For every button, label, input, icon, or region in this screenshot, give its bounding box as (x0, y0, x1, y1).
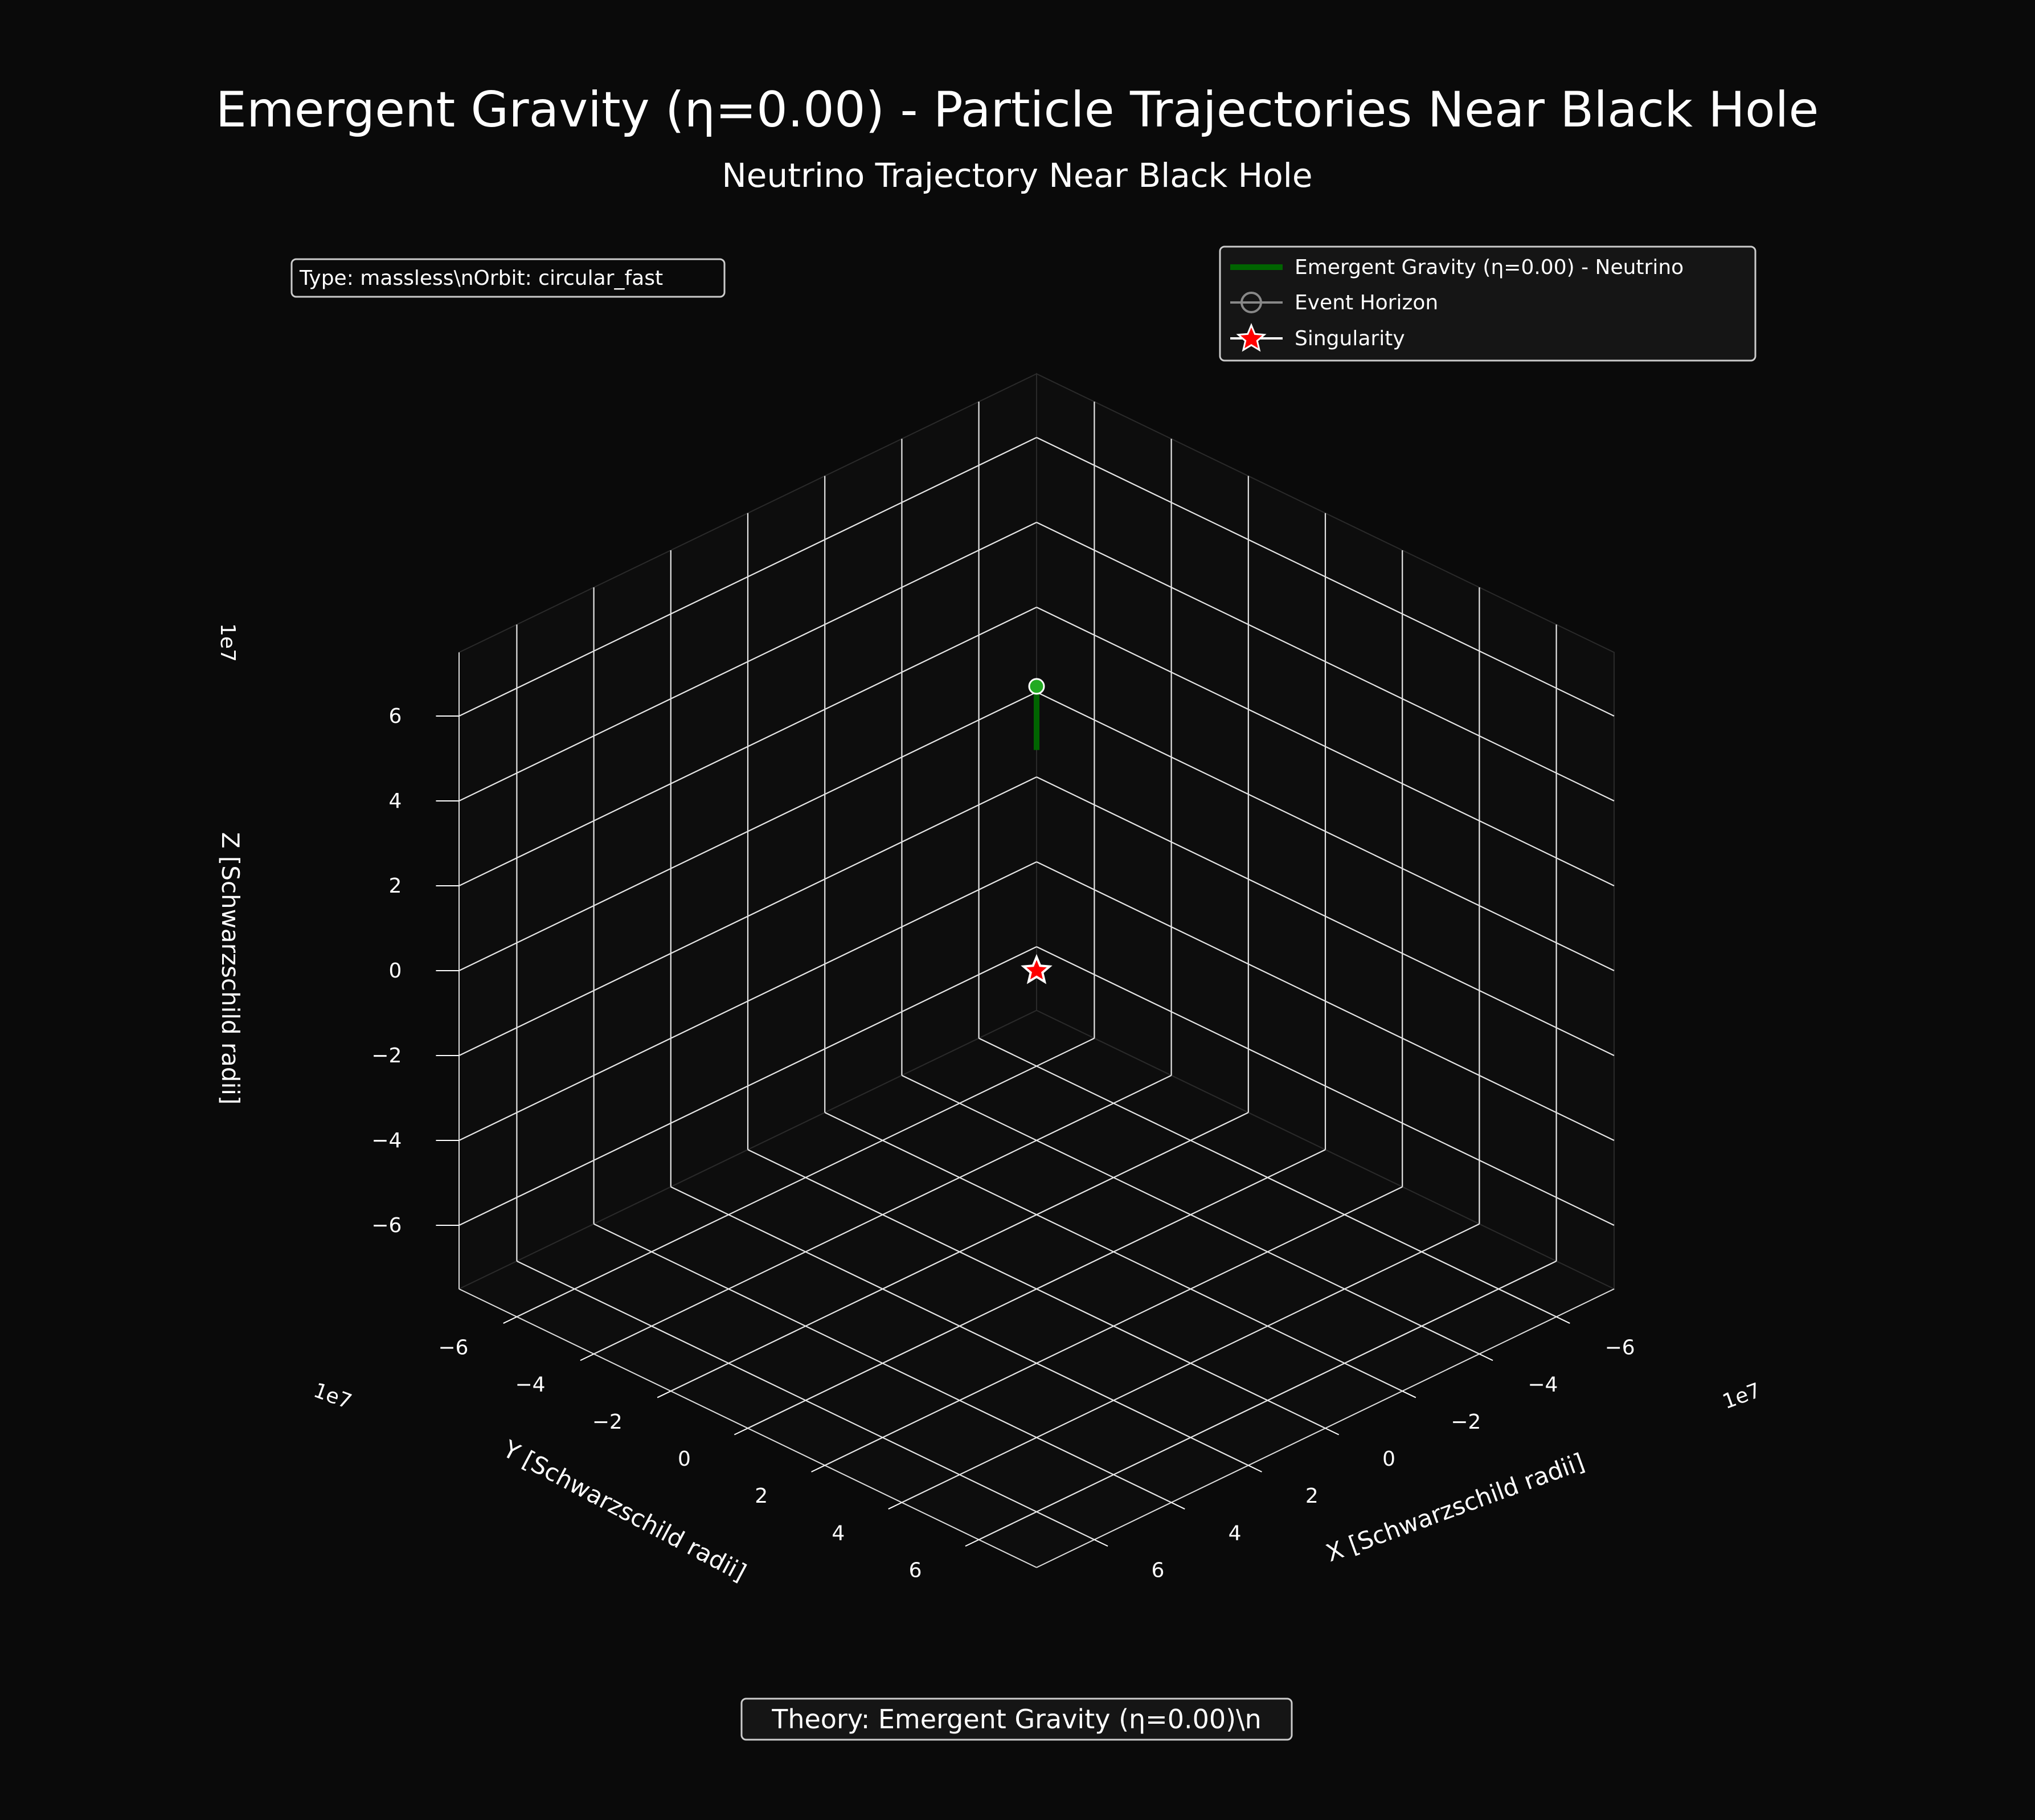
y-tick-mark (580, 1353, 595, 1361)
legend-item-neutrino: Emergent Gravity (η=0.00) - Neutrino (1295, 256, 1684, 279)
x-axis-label: X [Schwarzschild radii] (1322, 1448, 1588, 1568)
grid-line-z-left (458, 776, 1037, 1056)
legend-circle-marker-icon (1240, 292, 1262, 313)
x-tick-mark (1556, 1316, 1570, 1324)
x-tick-label: 0 (1382, 1447, 1395, 1471)
z-tick-label: −6 (371, 1214, 402, 1237)
grid-line-y-floor (747, 1149, 1326, 1429)
tick-labels: −6 −4 −2 0 2 4 6 −6 −4 −2 0 2 4 6 −6 −4 −2 0 2 4 6 (371, 705, 1635, 1582)
z-offset-label: 1e7 (216, 623, 239, 662)
x-tick-label: −4 (1528, 1373, 1558, 1397)
z-tick-label: 2 (388, 874, 402, 898)
grid-line-z-right (1036, 776, 1615, 1056)
z-tick-label: 6 (388, 705, 402, 728)
grid-line-z-right (1036, 692, 1615, 971)
grid-line-z-right (1036, 861, 1615, 1141)
x-tick-label: 2 (1305, 1484, 1319, 1508)
z-axis-label: Z [Schwarzschild radii] (216, 832, 244, 1105)
y-tick-mark (734, 1428, 748, 1435)
y-tick-label: 2 (755, 1484, 768, 1508)
footer-box: Theory: Emergent Gravity (η=0.00)\n (740, 1698, 1293, 1741)
grid-line-z-left (458, 946, 1037, 1226)
y-tick-label: −2 (592, 1410, 623, 1434)
legend-item-event-horizon: Event Horizon (1295, 291, 1438, 314)
grid-line-z-left (458, 861, 1037, 1141)
y-axis-label: Y [Schwarzschild radii] (498, 1434, 751, 1586)
chart-subtitle: Neutrino Trajectory Near Black Hole (722, 156, 1312, 195)
x-tick-mark (1171, 1502, 1185, 1510)
grid-line-z-left (458, 607, 1037, 886)
data-marks (1021, 678, 1053, 984)
grid-line-y-floor (901, 1223, 1480, 1503)
z-tick-label: 0 (388, 959, 402, 983)
grid-line-y-floor (593, 1074, 1172, 1355)
z-tick-label: −2 (371, 1044, 402, 1068)
x-tick-label: −6 (1605, 1336, 1635, 1359)
y-tick-label: 6 (909, 1559, 922, 1582)
grid-line-z-right (1036, 607, 1615, 886)
grid-line-y-floor (978, 1260, 1557, 1540)
grid-line-z-left (458, 692, 1037, 971)
y-tick-mark (503, 1316, 517, 1324)
x-tick-mark (1325, 1428, 1340, 1435)
x-tick-mark (1094, 1539, 1108, 1547)
z-tick-label: −4 (371, 1129, 402, 1152)
grid-line-z-right (1036, 522, 1615, 801)
footer-box-text: Theory: Emergent Gravity (η=0.00)\n (771, 1704, 1262, 1735)
y-offset-label: 1e7 (310, 1379, 355, 1414)
y-tick-mark (657, 1390, 671, 1398)
y-tick-mark (811, 1465, 825, 1473)
x-tick-label: 6 (1151, 1559, 1164, 1582)
y-tick-label: −6 (438, 1336, 468, 1359)
x-offset-label: 1e7 (1719, 1379, 1764, 1414)
info-box-text: Type: massless\nOrbit: circular_fast (299, 267, 663, 290)
legend-item-singularity: Singularity (1295, 327, 1405, 350)
x-tick-mark (1479, 1353, 1493, 1361)
x-tick-mark (1248, 1465, 1262, 1473)
chart-title: Emergent Gravity (η=0.00) - Particle Tra… (216, 81, 1819, 138)
trajectory-start-marker (1028, 678, 1045, 695)
x-tick-label: 4 (1229, 1522, 1242, 1545)
legend-star-marker-icon (1236, 323, 1267, 352)
y-tick-label: −4 (515, 1373, 546, 1397)
y-tick-label: 4 (832, 1522, 845, 1545)
grid-line-z-right (1036, 946, 1615, 1226)
y-tick-mark (888, 1502, 902, 1510)
grid-line-z-left (458, 522, 1037, 801)
y-tick-mark (965, 1539, 980, 1547)
grid-line-z-right (1036, 437, 1615, 717)
axes-3d: −6 −4 −2 0 2 4 6 −6 −4 −2 0 2 4 6 −6 −4 −2 0 2 4 6 (371, 373, 1635, 1582)
grid-line-y-floor (670, 1112, 1249, 1392)
z-tick-label: 4 (388, 790, 402, 813)
grid-line-y-floor (516, 1037, 1095, 1318)
x-tick-mark (1402, 1390, 1416, 1398)
grid-line-y-floor (824, 1186, 1403, 1466)
x-tick-label: −2 (1451, 1410, 1481, 1434)
y-tick-label: 0 (678, 1447, 691, 1471)
legend: Emergent Gravity (η=0.00) - Neutrino Eve… (1219, 246, 1756, 362)
info-box: Type: massless\nOrbit: circular_fast (290, 258, 726, 298)
singularity-star-marker (1021, 954, 1053, 984)
grid-line-z-left (458, 437, 1037, 717)
